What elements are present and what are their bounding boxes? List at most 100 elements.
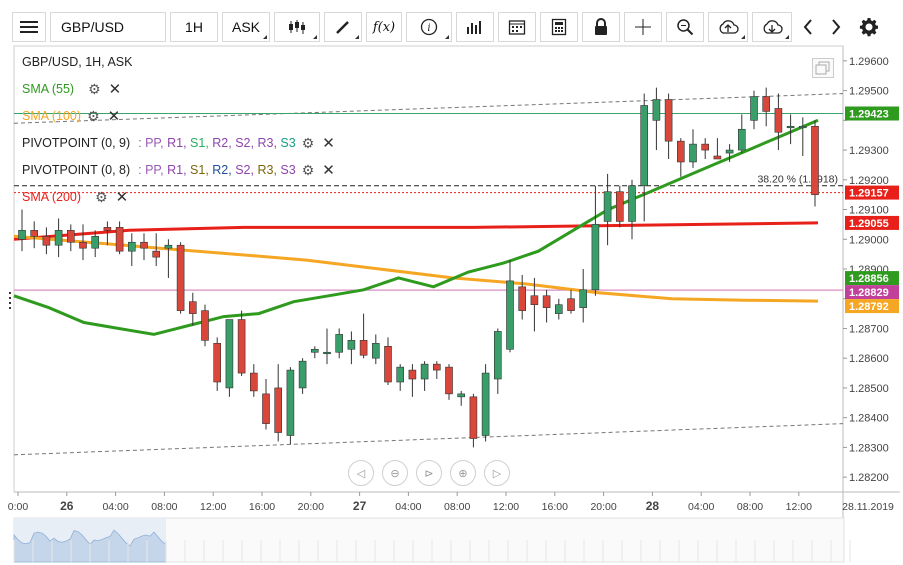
calendar-icon[interactable] <box>498 12 536 42</box>
candle <box>798 117 807 157</box>
x-tick-label: 12:00 <box>200 501 226 513</box>
candle <box>420 361 429 391</box>
pivot1-level-1: R1, <box>167 136 191 150</box>
lock-icon[interactable] <box>582 12 620 42</box>
bars-icon[interactable] <box>456 12 494 42</box>
candle <box>164 239 173 278</box>
chevron-right-icon[interactable] <box>824 12 848 42</box>
candle-body <box>628 185 636 222</box>
candle <box>408 364 417 397</box>
chevron-left-icon[interactable] <box>796 12 820 42</box>
sma100-line <box>13 234 819 303</box>
gear-icon[interactable]: ⚙ <box>95 188 108 205</box>
scroll-left-icon[interactable]: ◁ <box>348 460 374 486</box>
price-type-label: ASK <box>231 19 260 35</box>
price-badge-bg <box>845 285 899 300</box>
gear-icon[interactable]: ⚙ <box>301 161 315 178</box>
draw-icon[interactable] <box>324 12 362 42</box>
candle <box>298 358 307 394</box>
candle-body <box>567 298 575 311</box>
candle <box>737 114 746 154</box>
scroll-right-icon[interactable]: ▷ <box>484 460 510 486</box>
candle-body <box>274 387 283 433</box>
candle <box>689 129 697 168</box>
crosshair-icon[interactable] <box>624 12 662 42</box>
legend-sma200[interactable]: SMA (200) ⚙ ✕ <box>22 188 129 207</box>
candle <box>603 173 612 246</box>
candle <box>701 138 710 159</box>
candle-body <box>225 319 234 389</box>
candle <box>310 346 319 359</box>
legend-pivot1[interactable]: PIVOTPOINT (0, 9) : PP, R1, S1, R2, S2, … <box>22 134 335 153</box>
reset-icon[interactable]: ⊳ <box>416 460 442 486</box>
pivot1-level-0: : PP, <box>138 136 168 150</box>
legend-sma100[interactable]: SMA (100) ⚙ ✕ <box>22 107 121 126</box>
candle-body <box>164 244 173 249</box>
zoom-out-icon[interactable]: ⊖ <box>382 460 408 486</box>
price-badge: 1.29157 <box>845 185 899 200</box>
close-icon[interactable]: ✕ <box>115 189 129 206</box>
svg-text:i: i <box>427 23 430 34</box>
info-icon[interactable]: i <box>406 12 452 42</box>
upload-icon[interactable] <box>708 12 748 42</box>
candle <box>725 144 734 162</box>
timeframe-selector[interactable]: 1H <box>170 12 218 42</box>
candle-body <box>493 331 502 380</box>
close-icon[interactable]: ✕ <box>322 162 335 179</box>
candle-body <box>457 393 466 398</box>
price-type-selector[interactable]: ASK <box>222 12 270 42</box>
candle-body <box>603 191 612 222</box>
candle-body <box>445 366 453 395</box>
x-last-date-label: 28.11.2019 <box>842 501 894 513</box>
zoom-icon[interactable] <box>666 12 704 42</box>
close-icon[interactable]: ✕ <box>108 81 122 98</box>
gear-icon[interactable]: ⚙ <box>88 80 101 97</box>
candle <box>250 364 258 397</box>
menu-icon[interactable] <box>12 12 46 42</box>
candle <box>493 328 502 394</box>
candle <box>237 310 246 377</box>
candle-body <box>30 230 39 237</box>
candle <box>432 361 441 380</box>
gear-icon[interactable] <box>852 12 886 42</box>
calculator-icon[interactable] <box>540 12 578 42</box>
download-icon[interactable] <box>752 12 792 42</box>
gear-icon[interactable]: ⚙ <box>301 134 315 151</box>
candle-body <box>310 348 319 353</box>
candle-body <box>750 96 758 121</box>
candle-body <box>615 191 624 222</box>
candle-body <box>18 230 26 240</box>
candle <box>628 179 636 240</box>
candle-body <box>542 295 551 308</box>
price-badge: 1.28792 <box>845 299 899 314</box>
candle-body <box>201 310 209 341</box>
candle <box>189 292 197 326</box>
pivot1-level-4: S2, <box>235 136 258 150</box>
gear-icon[interactable]: ⚙ <box>87 107 100 124</box>
candle <box>567 289 575 314</box>
candle-body <box>384 346 392 383</box>
candle <box>396 364 405 391</box>
candle-body <box>359 340 368 356</box>
legend-sma55[interactable]: SMA (55) ⚙ ✕ <box>22 80 122 99</box>
y-tick-label: 1.29200 <box>849 175 889 187</box>
candle-body <box>811 125 819 195</box>
candles-icon[interactable] <box>274 12 320 42</box>
symbol-selector[interactable]: GBP/USD <box>50 12 166 42</box>
expand-chart-icon[interactable] <box>812 58 834 78</box>
candle-body <box>262 393 270 424</box>
x-tick-label: 28 <box>646 499 660 513</box>
chart-header-text: GBP/USD, 1H, ASK <box>22 55 133 69</box>
close-icon[interactable]: ✕ <box>322 135 335 152</box>
pivot2-level-3: R2, <box>212 163 236 177</box>
y-tick-label: 1.29100 <box>849 205 889 217</box>
zoom-in-icon[interactable]: ⊕ <box>450 460 476 486</box>
function-icon[interactable]: f(x) <box>366 12 402 42</box>
chevron-down-icon <box>741 35 745 39</box>
pivot2-level-4: S2, <box>235 163 258 177</box>
legend-pivot2[interactable]: PIVOTPOINT (0, 8) : PP, R1, S1, R2, S2, … <box>22 161 335 180</box>
close-icon[interactable]: ✕ <box>107 108 121 125</box>
candle <box>384 337 392 385</box>
price-badge-text: 1.29157 <box>849 188 889 200</box>
